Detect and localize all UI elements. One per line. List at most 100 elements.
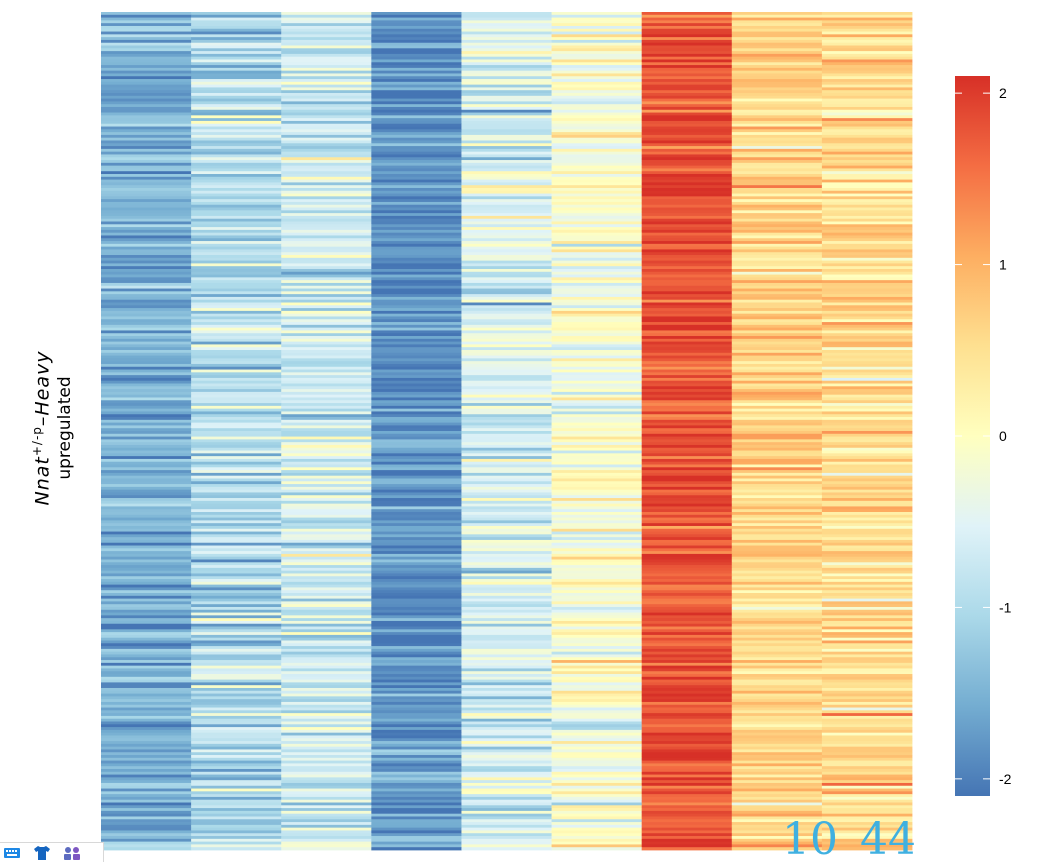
heatmap-cell [461,643,552,647]
heatmap-cell [821,579,913,583]
heatmap-cell [101,355,192,359]
heatmap-cell [191,305,282,309]
heatmap-cell [641,271,733,275]
heatmap-cell [191,391,282,396]
heatmap-cell [371,235,462,239]
heatmap-cell [641,151,733,155]
heatmap-cell [461,425,552,429]
heatmap-cell [461,528,552,532]
heatmap-cell [821,735,913,739]
heatmap-cell [821,411,913,415]
heatmap-cell [641,805,733,809]
heatmap-cell [551,757,643,762]
heatmap-cell [371,73,462,77]
heatmap-cell [461,486,552,491]
heatmap-cell [731,266,823,270]
heatmap-cell [641,56,733,60]
heatmap-cell [371,755,462,759]
heatmap-cell [281,160,372,164]
heatmap-cell [101,838,192,843]
heatmap-cell [101,830,192,834]
heatmap-cell [551,484,643,488]
heatmap-cell [821,182,913,186]
heatmap-cell [281,176,372,180]
heatmap-cell [551,319,643,323]
heatmap-cell [821,372,913,376]
keyboard-icon[interactable] [2,844,22,862]
heatmap-cell [101,643,192,647]
heatmap-cell [641,796,733,801]
heatmap-cell [371,98,462,102]
heatmap-cell [821,176,913,180]
heatmap-cell [101,763,192,767]
heatmap-cell [461,232,552,236]
heatmap-cell [641,654,733,658]
heatmap-cell [281,777,372,781]
heatmap-cell [371,514,462,518]
heatmap-cell [731,506,823,510]
heatmap-cell [281,347,372,351]
heatmap-cell [281,313,372,317]
heatmap-cell [821,168,913,172]
heatmap-cell [551,263,643,267]
heatmap-cell [101,503,192,507]
heatmap-cell [821,199,913,203]
heatmap-cell [641,816,733,820]
heatmap-cell [191,696,282,700]
heatmap-cell [821,333,913,337]
heatmap-cell [101,316,192,320]
heatmap-cell [461,59,552,63]
heatmap-cell [191,257,282,261]
heatmap-cell [371,327,462,331]
heatmap-cell [641,718,733,722]
heatmap-cell [641,439,733,443]
heatmap-cell [191,802,282,806]
heatmap-cell [821,257,913,261]
heatmap-cell [101,218,192,222]
heatmap-cell [641,794,733,798]
heatmap-cell [821,724,913,728]
people-icon[interactable] [62,844,82,862]
heatmap-cell [551,629,643,633]
heatmap-cell [821,704,913,708]
heatmap-cell [821,623,913,627]
heatmap-cell [191,715,282,720]
heatmap-cell [371,34,462,38]
heatmap-cell [821,690,913,694]
heatmap-cell [281,143,372,147]
heatmap-cell [191,687,282,692]
heatmap-cell [731,118,823,122]
heatmap-cell [371,260,462,264]
heatmap-cell [371,707,462,711]
heatmap-cell [731,291,823,295]
heatmap-cell [731,76,823,80]
heatmap-cell [461,196,552,200]
shirt-icon[interactable] [32,844,52,862]
heatmap-cell [641,819,733,823]
heatmap-cell [461,25,552,30]
heatmap-cell [461,584,552,588]
heatmap-cell [371,218,462,222]
heatmap-cell [281,727,372,731]
heatmap-cell [551,556,643,560]
heatmap-cell [641,341,733,345]
heatmap-cell [191,570,282,574]
heatmap-cell [101,70,192,74]
heatmap-cell [371,601,462,605]
heatmap-cell [281,23,372,27]
heatmap-cell [371,822,462,826]
heatmap-cell [191,137,282,141]
heatmap-cell [371,743,462,748]
heatmap-cell [371,176,462,180]
heatmap-cell [371,847,462,851]
heatmap-cell [821,551,913,555]
heatmap-cell [731,436,823,440]
heatmap-cell [731,185,823,189]
heatmap-cell [461,42,552,46]
heatmap-cell [821,581,913,586]
heatmap-cell [281,84,372,88]
heatmap-cell [641,361,733,365]
heatmap-cell [821,383,913,387]
heatmap-cell [371,12,462,16]
heatmap-cell [371,377,462,382]
